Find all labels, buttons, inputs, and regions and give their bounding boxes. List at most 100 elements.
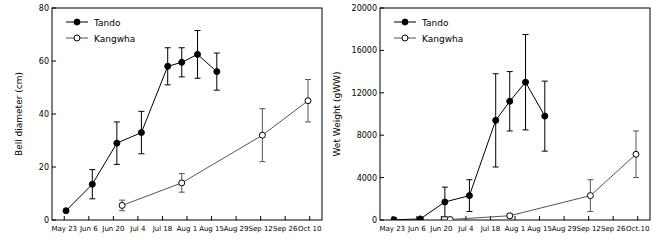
error-bar: [633, 131, 639, 178]
error-bar: [542, 81, 548, 151]
y-tick-label: 16000: [352, 46, 377, 55]
error-bar: [466, 180, 472, 212]
y-tick: [52, 61, 56, 62]
point: [214, 69, 220, 75]
x-tick-label: Jun 20: [429, 225, 452, 233]
x-tick-label: Jul 18: [152, 225, 173, 233]
y-tick-label: 40: [39, 110, 49, 119]
x-tick: [113, 216, 114, 220]
x-tick: [64, 216, 65, 220]
error-bar: [587, 180, 593, 212]
plot-area: [63, 31, 311, 214]
point: [417, 216, 423, 220]
x-tick: [564, 216, 565, 220]
y-tick: [52, 8, 56, 9]
error-bar: [114, 122, 120, 164]
y-tick: [52, 220, 56, 221]
x-tick-label: Jun 6: [79, 225, 98, 233]
x-tick-label: Jul 4: [457, 225, 474, 233]
error-bar: [89, 170, 95, 199]
error-bar: [259, 109, 265, 162]
point: [391, 217, 397, 220]
error-bar: [507, 72, 513, 131]
x-tick-label: Jun 6: [407, 225, 426, 233]
legend-entry: Tando: [66, 18, 121, 28]
legend-marker: [74, 35, 80, 41]
x-tick-label: Sep 12: [576, 225, 600, 233]
error-bar: [119, 200, 125, 211]
y-tick-label: 60: [39, 57, 49, 66]
point: [466, 193, 472, 199]
point: [633, 151, 639, 157]
point: [523, 79, 529, 85]
legend-label: Kangwha: [94, 34, 135, 44]
y-tick-label: 20000: [352, 4, 377, 13]
legend-marker: [402, 35, 408, 41]
point: [89, 181, 95, 187]
point: [114, 140, 120, 146]
x-tick: [613, 216, 614, 220]
x-tick-label: May 23: [51, 225, 77, 233]
point: [447, 216, 453, 220]
y-tick: [380, 135, 384, 136]
y-tick-label: 8000: [357, 131, 377, 140]
x-tick: [137, 216, 138, 220]
legend-entry: Kangwha: [394, 34, 463, 44]
error-bar: [442, 187, 448, 217]
point: [507, 98, 513, 104]
legend-marker: [74, 19, 80, 25]
error-bar: [179, 174, 185, 193]
x-tick-label: Jun 20: [101, 225, 124, 233]
error-bar: [493, 74, 499, 167]
point: [195, 51, 201, 57]
x-tick: [162, 216, 163, 220]
x-tick: [515, 216, 516, 220]
error-bar: [523, 35, 529, 130]
y-tick: [380, 92, 384, 93]
point: [138, 130, 144, 136]
chart: 020406080May 23Jun 6Jun 20Jul 4Jul 18Aug…: [0, 0, 328, 240]
x-tick-label: Jul 18: [480, 225, 501, 233]
y-axis-label: Bell diameter (cm): [14, 72, 24, 156]
y-tick: [380, 50, 384, 51]
y-tick: [380, 177, 384, 178]
x-tick: [441, 216, 442, 220]
x-tick-label: Oct.10: [626, 225, 649, 233]
y-tick: [52, 167, 56, 168]
y-axis-label: Wet Weight (gWW): [332, 71, 342, 156]
chart: 040008000120001600020000May 23Jun 6Jun 2…: [328, 0, 656, 240]
x-tick: [285, 216, 286, 220]
x-tick: [236, 216, 237, 220]
y-tick-label: 12000: [352, 89, 377, 98]
legend-marker: [402, 19, 408, 25]
point: [442, 199, 448, 205]
point: [179, 180, 185, 186]
x-tick-label: Sep 26: [273, 225, 298, 233]
x-tick-label: Aug 29: [552, 225, 577, 233]
x-tick: [539, 216, 540, 220]
error-bar: [179, 48, 185, 77]
point: [587, 193, 593, 199]
x-tick: [637, 216, 638, 220]
x-tick: [588, 216, 589, 220]
error-bar: [138, 111, 144, 153]
legend-label: Tando: [421, 18, 449, 28]
series-line: [66, 54, 217, 210]
legend-entry: Tando: [394, 18, 449, 28]
series-line: [450, 154, 636, 219]
y-tick: [380, 220, 384, 221]
x-tick: [309, 216, 310, 220]
y-tick-label: 20: [39, 163, 49, 172]
x-tick-label: Aug 1: [177, 225, 197, 233]
point: [165, 63, 171, 69]
y-tick-label: 4000: [357, 174, 377, 183]
legend-entry: Kangwha: [66, 34, 135, 44]
x-tick-label: May 23: [379, 225, 405, 233]
error-bar: [507, 214, 513, 218]
point: [179, 59, 185, 65]
error-bar: [214, 53, 220, 90]
y-tick-label: 80: [39, 4, 49, 13]
legend-label: Tando: [93, 18, 121, 28]
x-tick-label: Jul 4: [129, 225, 146, 233]
plot-frame: [380, 8, 650, 220]
